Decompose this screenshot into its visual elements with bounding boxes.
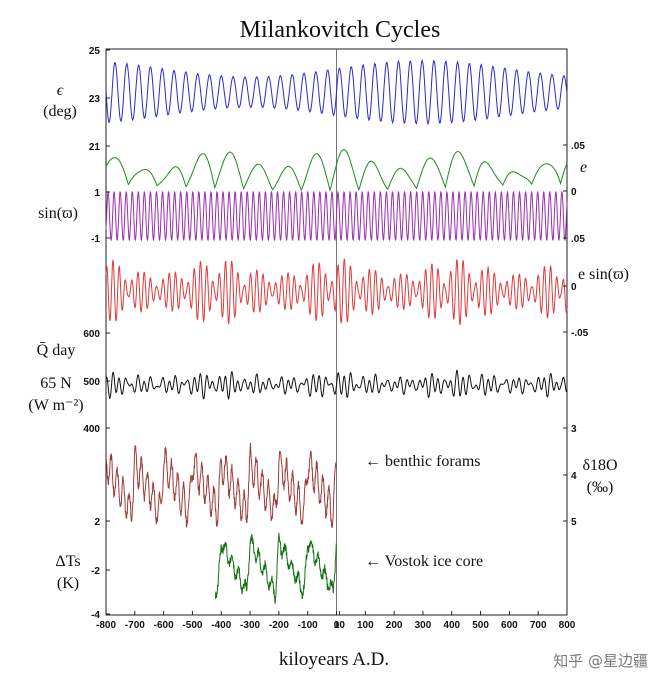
panel-label-insolation: (W m⁻²)	[28, 397, 83, 414]
panel-label-precession_angle: sin(ϖ)	[38, 205, 78, 222]
series-line-benthic	[105, 442, 337, 529]
y-tick-label-eccentricity: .05	[571, 141, 585, 152]
y-tick-label-vostok: -4	[91, 610, 100, 621]
x-tick-label: -500	[182, 620, 202, 631]
y-tick-label-precession_angle: 1	[94, 188, 100, 199]
panel-label-obliquity: (deg)	[43, 103, 77, 120]
x-tick-label: 200	[386, 620, 403, 631]
panel-label-vostok: (K)	[57, 575, 79, 592]
annotation-benthic: ← benthic forams	[365, 453, 481, 470]
panel-insolation: 600 500 400 Q̄ day 65 N (W m⁻²)	[28, 329, 568, 435]
panel-label-obliquity: ϵ	[57, 82, 64, 99]
annotation-vostok: ← Vostok ice core	[365, 553, 483, 570]
y-tick-label-benthic: 5	[571, 517, 577, 528]
panel-precession_index: .05 0 -.05 e sin(ϖ)	[105, 234, 629, 339]
panel-vostok: 2 -2 -4 ΔTs (K) ← Vostok ice core	[55, 517, 483, 621]
x-tick-label: -800	[96, 620, 116, 631]
y-tick-label-precession_index: .05	[571, 234, 585, 245]
y-tick-label-eccentricity: 0	[571, 187, 577, 198]
y-tick-label-eccentricity: 21	[89, 142, 101, 153]
panel-precession_angle: 1 -1 sin(ϖ)	[38, 188, 568, 245]
x-tick-label: 600	[501, 620, 518, 631]
x-tick-label: -700	[125, 620, 145, 631]
panel-eccentricity: 21 .05 0e	[89, 141, 587, 198]
y-tick-label-vostok: -2	[91, 566, 100, 577]
x-axis: -800 -700 -600 -500 -400 -300 -200 -100 010 100 20…	[96, 611, 576, 631]
watermark: 知乎 @星边疆	[553, 652, 648, 670]
x-tick-label: 800	[559, 620, 576, 631]
x-tick-label: -600	[154, 620, 174, 631]
x-tick-label: 0	[334, 620, 340, 631]
series-line-precession_angle	[105, 190, 568, 242]
y-tick-label-precession_index: 0	[571, 282, 577, 293]
x-tick-label: -100	[298, 620, 318, 631]
series-line-eccentricity	[105, 148, 568, 192]
x-tick-label: 10	[334, 620, 346, 631]
panel-label-insolation: 65 N	[40, 375, 72, 392]
x-tick-label: -300	[240, 620, 260, 631]
panel-label-benthic: (‰)	[587, 479, 614, 496]
y-tick-label-benthic: 4	[571, 471, 577, 482]
panel-label-insolation: Q̄ day	[37, 342, 76, 359]
y-tick-label-insolation: 400	[83, 424, 100, 435]
panel-label-benthic: δ18O	[582, 457, 617, 474]
x-tick-label: -400	[211, 620, 231, 631]
x-axis-label: kiloyears A.D.	[279, 649, 389, 670]
series-line-insolation	[105, 369, 568, 400]
x-tick-label: -200	[269, 620, 289, 631]
y-tick-label-insolation: 600	[83, 329, 100, 340]
y-tick-label-benthic: 3	[571, 424, 577, 435]
y-tick-label-obliquity: 25	[89, 46, 101, 57]
y-tick-label-vostok: 2	[94, 517, 100, 528]
x-tick-label: 300	[415, 620, 432, 631]
panel-benthic: 3 4 5 δ18O (‰) ← benthic forams	[105, 424, 618, 529]
chart-title: Milankovitch Cycles	[240, 17, 441, 43]
series-line-precession_index	[105, 258, 568, 326]
y-tick-label-precession_index: -.05	[571, 328, 589, 339]
y-tick-label-obliquity: 23	[89, 94, 101, 105]
panel-obliquity: 25 23 ϵ (deg)	[43, 46, 568, 126]
y-tick-label-insolation: 500	[83, 377, 100, 388]
y-tick-label-precession_angle: -1	[91, 234, 100, 245]
series-line-obliquity	[105, 58, 568, 126]
x-tick-label: 500	[472, 620, 489, 631]
series-line-vostok	[215, 532, 337, 604]
panel-label-vostok: ΔTs	[55, 553, 80, 570]
x-tick-label: 400	[443, 620, 460, 631]
panel-label-precession_index: e sin(ϖ)	[578, 266, 629, 283]
x-tick-label: 100	[357, 620, 374, 631]
x-tick-label: 700	[530, 620, 547, 631]
panel-label-eccentricity: e	[580, 159, 587, 176]
